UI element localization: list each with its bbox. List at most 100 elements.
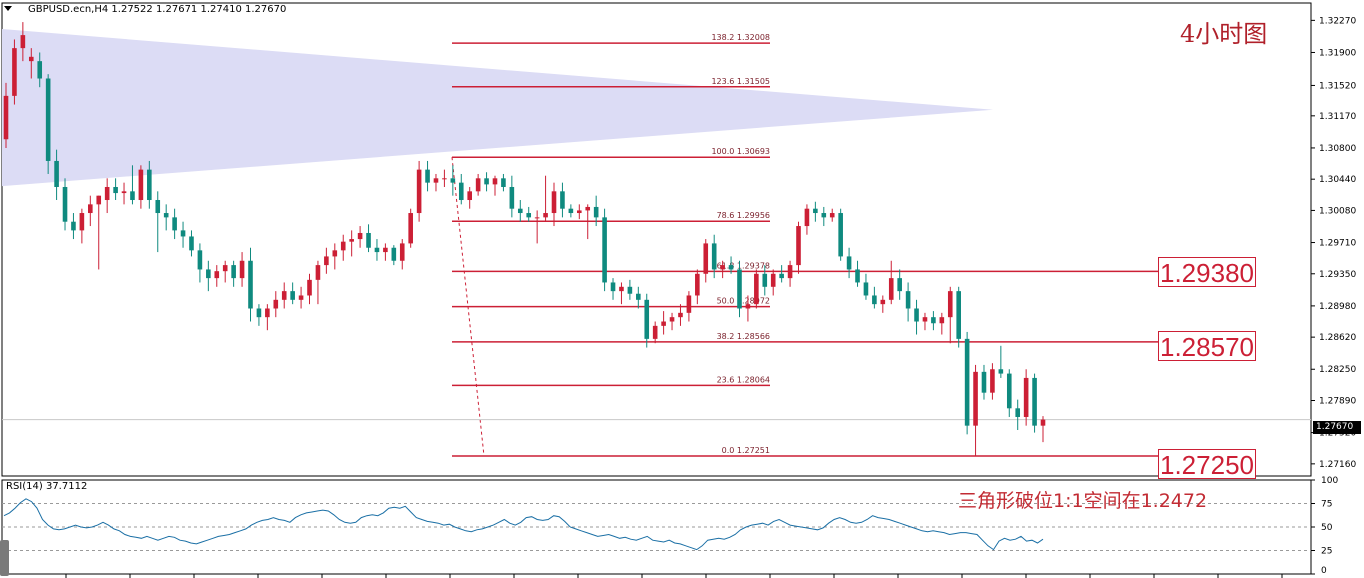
- candle-body: [425, 169, 430, 183]
- candle-body: [669, 317, 675, 322]
- candle-body: [492, 178, 498, 185]
- rsi-axis-label: 25: [1321, 547, 1332, 557]
- candle-body: [880, 299, 886, 305]
- fib-level-label: 61.8 1.29378: [717, 261, 770, 270]
- candle-body: [787, 265, 793, 279]
- rsi-title: RSI(14) 37.7112: [6, 481, 88, 492]
- candle-body: [661, 321, 666, 326]
- candle-body: [28, 56, 34, 62]
- candle-body: [602, 217, 607, 283]
- candle-body: [855, 269, 860, 283]
- price-axis-label: 1.27890: [1319, 396, 1356, 406]
- candle-body: [543, 213, 548, 218]
- rsi-axis-label: 0: [1321, 566, 1327, 576]
- candle-body: [610, 282, 616, 292]
- rsi-line: [3, 498, 1044, 551]
- candle-body: [585, 206, 591, 211]
- current-price-tag: 1.27670: [1313, 421, 1361, 434]
- candle-body: [467, 191, 472, 201]
- candle-body: [256, 308, 262, 318]
- candle-body: [121, 191, 127, 194]
- candle-body: [577, 210, 582, 214]
- candle-body: [189, 236, 194, 251]
- candle-body: [905, 291, 911, 309]
- rsi-axis-label: 50: [1321, 523, 1333, 533]
- candle-body: [526, 213, 532, 218]
- candle-body: [12, 48, 17, 96]
- scroll-handle[interactable]: [0, 540, 9, 576]
- candle-body: [138, 169, 144, 201]
- candle-body: [560, 191, 565, 209]
- candle-body: [197, 250, 203, 270]
- candle-body: [54, 160, 59, 187]
- candle-body: [433, 178, 439, 183]
- dropdown-arrow-icon[interactable]: [4, 6, 12, 11]
- candle-body: [475, 178, 481, 192]
- candle-body: [130, 191, 135, 201]
- candle-body: [703, 243, 709, 274]
- candle-body: [96, 195, 102, 205]
- fib-anchor-line: [451, 157, 485, 457]
- candle-body: [298, 295, 304, 300]
- price-axis-label: 1.31900: [1319, 48, 1356, 58]
- fib-level-label: 38.2 1.28566: [717, 332, 770, 341]
- price-axis-label: 1.31170: [1319, 112, 1356, 122]
- candle-body: [374, 247, 380, 253]
- candle-body: [754, 273, 759, 305]
- price-axis-label: 1.32270: [1319, 16, 1356, 26]
- candle-body: [627, 286, 633, 294]
- candle-body: [1032, 377, 1037, 426]
- candle-body: [239, 260, 245, 279]
- price-axis-label: 1.30440: [1319, 175, 1356, 185]
- candle-body: [947, 291, 953, 318]
- candle-body: [399, 243, 405, 261]
- fib-level-label: 100.0 1.30693: [711, 147, 770, 156]
- candle-body: [779, 273, 784, 279]
- candle-body: [829, 213, 835, 218]
- candle-body: [265, 308, 270, 318]
- candle-body: [1040, 419, 1046, 426]
- candle-body: [939, 317, 945, 324]
- candle-body: [770, 273, 776, 287]
- candle-body: [281, 291, 287, 300]
- candle-body: [922, 317, 928, 322]
- candle-body: [3, 95, 9, 140]
- price-axis-label: 1.28980: [1319, 302, 1356, 312]
- candle-body: [517, 208, 523, 214]
- candle-body: [416, 169, 422, 214]
- candle-body: [315, 265, 321, 280]
- candle-body: [357, 232, 363, 240]
- candle-body: [349, 239, 354, 242]
- candle-body: [383, 247, 388, 253]
- level-box-2: 1.28570: [1158, 331, 1256, 362]
- candle-body: [180, 230, 186, 237]
- candle-body: [458, 182, 464, 201]
- candle-body: [888, 278, 894, 300]
- candle-body: [147, 169, 152, 201]
- candle-body: [872, 295, 877, 305]
- candle-body: [695, 273, 700, 296]
- candle-body: [408, 213, 413, 244]
- level-box-3: 1.27250: [1158, 449, 1256, 480]
- candle-body: [931, 317, 936, 324]
- candle-body: [442, 178, 447, 180]
- candle-body: [644, 299, 650, 339]
- candle-body: [1006, 373, 1012, 409]
- candle-body: [163, 213, 169, 218]
- candle-body: [636, 293, 641, 300]
- candle-body: [711, 243, 717, 270]
- candle-body: [1023, 377, 1029, 417]
- candle-body: [113, 186, 118, 194]
- candle-body: [998, 369, 1004, 374]
- candle-body: [813, 208, 818, 214]
- candle-body: [838, 213, 843, 257]
- candle-body: [222, 265, 228, 272]
- candle-body: [79, 213, 85, 231]
- candle-body: [686, 295, 692, 313]
- price-axis-label: 1.29710: [1319, 239, 1356, 249]
- price-axis-label: 1.30080: [1319, 206, 1356, 216]
- candle-body: [273, 299, 279, 309]
- chart-title: GBPUSD.ecn,H4 1.27522 1.27671 1.27410 1.…: [28, 4, 287, 15]
